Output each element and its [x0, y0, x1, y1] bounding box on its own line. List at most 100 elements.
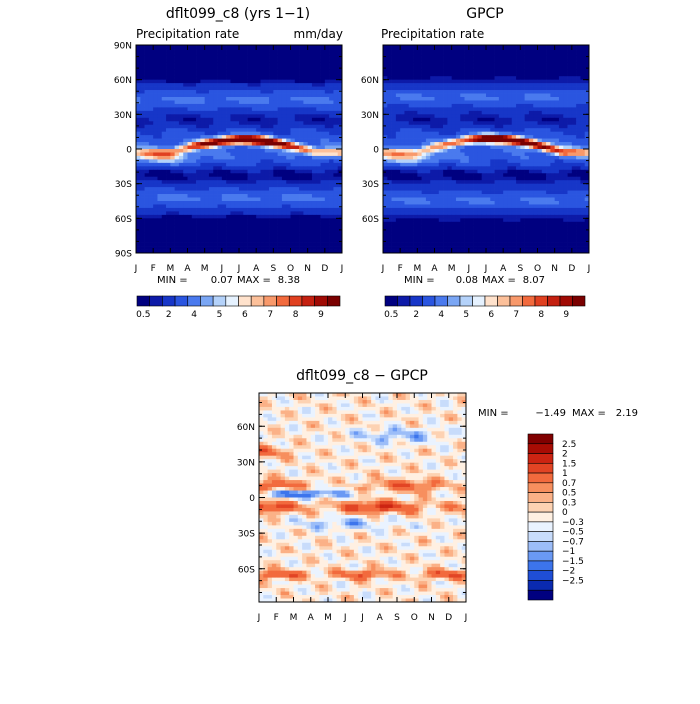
panel-model-cell [183, 87, 188, 91]
panel-model-cell [308, 208, 313, 212]
panel-gpcp-cell [507, 149, 512, 153]
panel-gpcp-cell [507, 90, 512, 94]
panel-gpcp-cell [422, 76, 427, 80]
panel-model-cell [179, 128, 184, 132]
panel-gpcp-cell [469, 90, 474, 94]
panel-gpcp-cell [426, 59, 431, 63]
panel-gpcp-cell [383, 132, 388, 136]
panel-model-cell [179, 111, 184, 115]
panel-model-cell [213, 163, 218, 167]
panel-model-cell [278, 194, 283, 198]
panel-model-cell [312, 69, 317, 73]
panel-gpcp-cell [507, 173, 512, 177]
panel-model-cell [145, 69, 150, 73]
panel-model-cell [291, 121, 296, 125]
panel-model-cell [205, 107, 210, 111]
panel-model-cell [196, 163, 201, 167]
panel-model-cell [269, 215, 274, 219]
panel-gpcp-cell [456, 139, 461, 143]
panel-gpcp-cell [430, 152, 435, 156]
panel-gpcp-cell [473, 45, 478, 49]
panel-model-cell [218, 229, 223, 233]
panel-model-cell [256, 152, 261, 156]
panel-model-cell [303, 90, 308, 94]
panel-model-cell [248, 187, 253, 191]
panel-gpcp-cell [576, 184, 581, 188]
panel-model-cell [333, 114, 338, 118]
panel-model-cell [183, 215, 188, 219]
panel-model-cell [256, 170, 261, 174]
panel-gpcp-cell [426, 80, 431, 84]
panel-model-cell [179, 83, 184, 87]
panel-model-cell [183, 191, 188, 195]
panel-model-cell [252, 66, 257, 70]
panel-model-cell [329, 177, 334, 181]
panel-model-cell [308, 128, 313, 132]
panel-model-cell [303, 139, 308, 143]
panel-gpcp-cell [482, 76, 487, 80]
panel-gpcp-cell [525, 94, 530, 98]
panel-gpcp-cell [400, 128, 405, 132]
panel-model-cell [196, 187, 201, 191]
panel-model-cell [222, 125, 227, 129]
panel-gpcp-cell [576, 104, 581, 108]
panel-gpcp-cell [460, 125, 465, 129]
panel-model-cell [273, 90, 278, 94]
panel-model-cell [179, 173, 184, 177]
panel-model-cell [248, 114, 253, 118]
panel-gpcp-cell [499, 107, 504, 111]
panel-gpcp-cell [580, 125, 585, 129]
panel-model-colorbar-label: 8 [293, 310, 299, 320]
panel-gpcp-cell [456, 135, 461, 139]
panel-model-cell [183, 180, 188, 184]
panel-gpcp-cell [439, 52, 444, 56]
panel-gpcp-cell [473, 156, 478, 160]
panel-model-cell [308, 94, 313, 98]
panel-gpcp-cell [503, 132, 508, 136]
panel-model-cell [329, 52, 334, 56]
panel-gpcp-cell [465, 66, 470, 70]
panel-model-cell [218, 73, 223, 77]
panel-gpcp-cell [538, 52, 543, 56]
panel-gpcp-cell [529, 97, 534, 101]
panel-gpcp-cell [400, 146, 405, 150]
panel-model-cell [205, 170, 210, 174]
panel-model-cell [136, 236, 141, 240]
panel-gpcp-cell [469, 114, 474, 118]
panel-gpcp-cell [520, 73, 525, 77]
panel-gpcp-cell [439, 142, 444, 146]
panel-model-cell [286, 198, 291, 202]
panel-gpcp-cell [392, 184, 397, 188]
panel-gpcp-cell [507, 156, 512, 160]
panel-model-cell [149, 170, 154, 174]
panel-model-cell [286, 159, 291, 163]
panel-gpcp-cell [439, 76, 444, 80]
panel-model-cell [333, 45, 338, 49]
panel-model-cell [252, 208, 257, 212]
panel-model-cell [149, 66, 154, 70]
panel-gpcp-cell [555, 100, 560, 104]
panel-model-cell [230, 146, 235, 150]
panel-model-cell [175, 118, 180, 122]
panel-model-cell [329, 163, 334, 167]
panel-gpcp-cell [507, 97, 512, 101]
panel-model-cell [321, 177, 326, 181]
panel-gpcp-cell [447, 73, 452, 77]
panel-model-cell [273, 149, 278, 153]
panel-gpcp-cell [516, 52, 521, 56]
panel-model-cell [235, 229, 240, 233]
panel-model-cell [196, 229, 201, 233]
panel-model-cell [209, 243, 214, 247]
panel-gpcp-cell [387, 97, 392, 101]
panel-model-cell [308, 62, 313, 66]
panel-model-cell [256, 69, 261, 73]
panel-gpcp-cell [430, 142, 435, 146]
panel-gpcp-cell [435, 94, 440, 98]
panel-model-cell [205, 208, 210, 212]
panel-gpcp-cell [516, 97, 521, 101]
panel-model-cell [308, 45, 313, 49]
panel-model-cell [265, 139, 270, 143]
panel-model-cell [308, 132, 313, 136]
panel-model-cell [192, 204, 197, 208]
